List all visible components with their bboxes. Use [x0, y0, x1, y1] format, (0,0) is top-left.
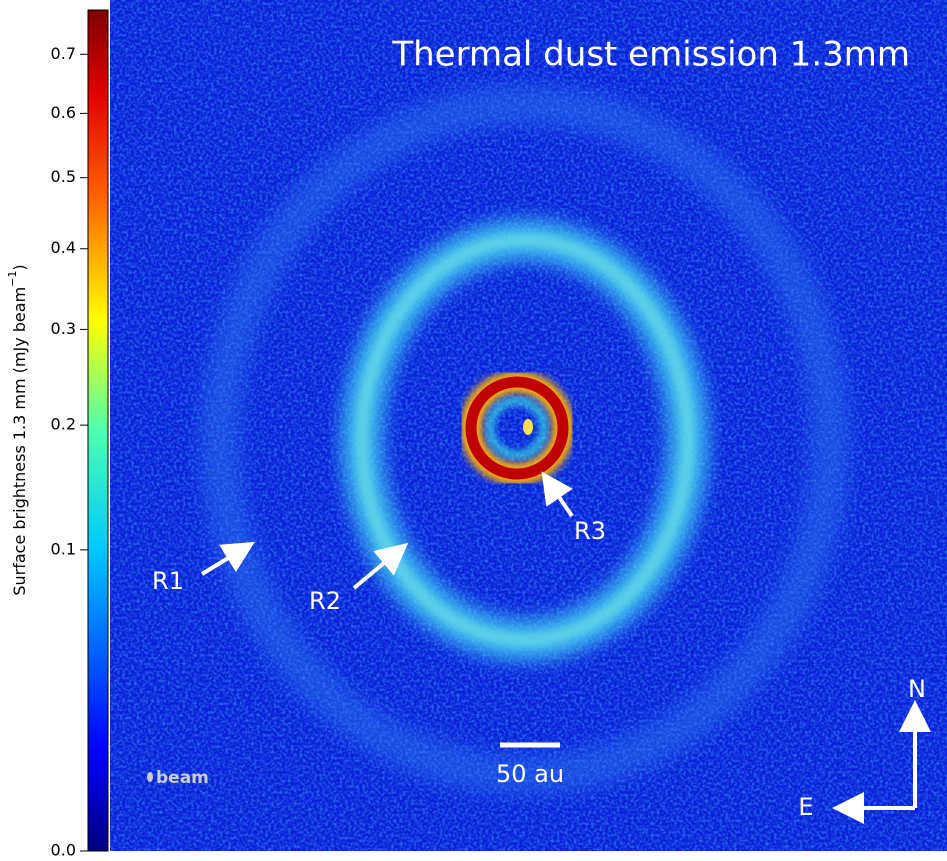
- colorbar-label-end: ): [10, 264, 29, 270]
- north-label: N: [908, 675, 926, 703]
- colorbar-tick-label: 0.3: [51, 319, 76, 338]
- figure: Thermal dust emission 1.3mm R1 R2 R3 50 …: [0, 0, 947, 861]
- scale-bar-label: 50 au: [496, 760, 564, 788]
- colorbar-tick-label: 0.0: [51, 841, 76, 860]
- label-r2: R2: [309, 587, 341, 615]
- beam-label: beam: [156, 768, 209, 788]
- colorbar-tick-label: 0.7: [51, 44, 76, 63]
- label-r1: R1: [152, 567, 184, 595]
- title: Thermal dust emission 1.3mm: [391, 35, 910, 75]
- colorbar-tick-label: 0.5: [51, 167, 76, 186]
- colorbar-label-sup: −1: [6, 271, 19, 287]
- colorbar-tick-label: 0.6: [51, 103, 76, 122]
- colorbar-tick-label: 0.1: [51, 539, 76, 558]
- colorbar: [88, 10, 108, 851]
- colorbar-label: Surface brightness 1.3 mm (mJy beam−1): [6, 264, 29, 595]
- beam-ellipse: [147, 772, 153, 782]
- image: [110, 0, 947, 851]
- colorbar-tick-label: 0.4: [51, 238, 76, 257]
- colorbar-label-main: Surface brightness 1.3 mm (mJy beam: [10, 287, 29, 596]
- colorbar-tick-label: 0.2: [51, 415, 76, 434]
- east-label: E: [798, 793, 813, 821]
- label-r3: R3: [574, 517, 606, 545]
